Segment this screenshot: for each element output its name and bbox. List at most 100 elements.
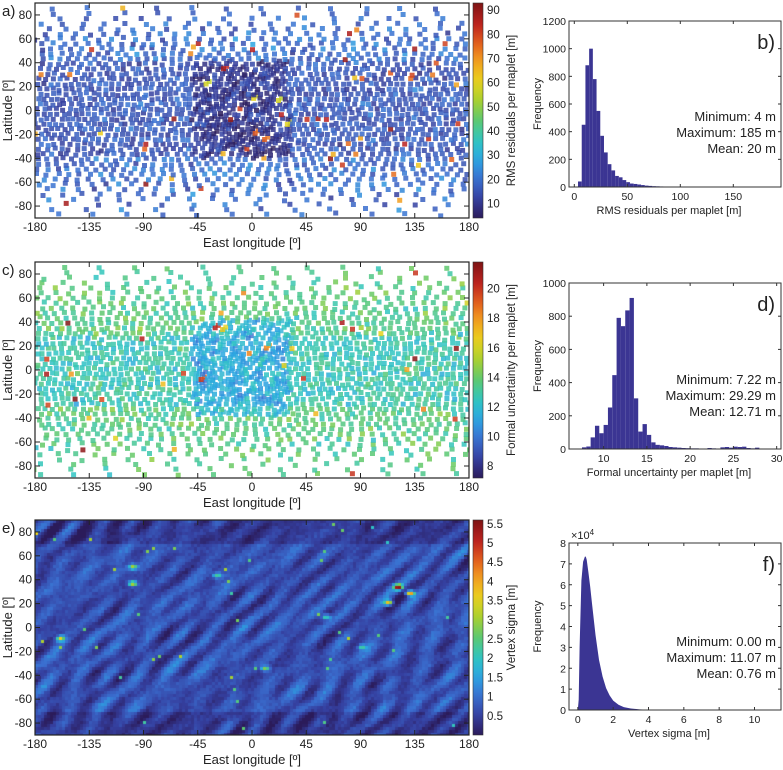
maplet-marker bbox=[106, 371, 112, 377]
maplet-marker bbox=[214, 151, 220, 157]
maplet-marker bbox=[376, 192, 382, 197]
maplet-marker bbox=[352, 166, 358, 172]
maplet-marker bbox=[203, 70, 209, 76]
maplet-marker bbox=[211, 144, 217, 150]
maplet-marker bbox=[217, 411, 223, 417]
maplet-marker bbox=[220, 318, 226, 324]
maplet-marker bbox=[98, 366, 104, 372]
maplet-marker bbox=[288, 96, 294, 102]
maplet-marker bbox=[271, 70, 276, 76]
maplet-marker bbox=[70, 295, 76, 301]
maplet-marker bbox=[150, 26, 156, 32]
maplet-marker bbox=[274, 66, 280, 72]
maplet-marker bbox=[437, 120, 443, 126]
maplet-marker bbox=[382, 101, 388, 107]
maplet-marker bbox=[390, 161, 396, 167]
maplet-marker bbox=[46, 66, 52, 72]
maplet-marker bbox=[331, 137, 337, 143]
maplet-marker bbox=[259, 59, 265, 65]
maplet-marker bbox=[188, 51, 194, 57]
maplet-marker bbox=[459, 86, 465, 92]
maplet-marker bbox=[130, 112, 135, 118]
maplet-marker bbox=[286, 275, 292, 281]
histogram-bar bbox=[724, 447, 730, 449]
maplet-marker bbox=[426, 91, 432, 97]
maplet-marker bbox=[357, 376, 363, 382]
maplet-marker bbox=[226, 391, 232, 397]
maplet-marker bbox=[208, 41, 214, 47]
maplet-marker bbox=[448, 188, 454, 194]
maplet-marker bbox=[146, 356, 152, 362]
maplet-marker bbox=[136, 61, 142, 67]
maplet-marker bbox=[164, 26, 170, 32]
maplet-marker bbox=[430, 72, 436, 78]
maplet-marker bbox=[407, 181, 413, 187]
maplet-marker bbox=[245, 81, 251, 87]
maplet-marker bbox=[422, 401, 428, 407]
maplet-marker bbox=[161, 47, 166, 53]
maplet-marker bbox=[125, 310, 130, 316]
maplet-marker bbox=[273, 136, 279, 141]
maplet-marker bbox=[217, 396, 223, 402]
maplet-marker bbox=[116, 181, 122, 187]
maplet-marker bbox=[209, 93, 215, 99]
maplet-marker bbox=[404, 311, 410, 317]
x-tick-label: 0 bbox=[249, 737, 256, 751]
maplet-marker bbox=[206, 66, 212, 72]
maplet-marker bbox=[145, 135, 151, 141]
maplet-marker bbox=[304, 116, 310, 122]
maplet-marker bbox=[289, 441, 295, 447]
maplet-marker bbox=[162, 41, 168, 47]
maplet-marker bbox=[186, 91, 192, 97]
maplet-marker bbox=[433, 91, 438, 97]
maplet-marker bbox=[288, 360, 294, 366]
maplet-marker bbox=[350, 146, 356, 152]
maplet-marker bbox=[161, 171, 166, 177]
maplet-marker bbox=[292, 157, 298, 162]
maplet-marker bbox=[390, 67, 396, 73]
maplet-marker bbox=[185, 156, 191, 162]
maplet-marker bbox=[97, 71, 103, 77]
maplet-marker bbox=[173, 130, 179, 136]
maplet-marker bbox=[152, 130, 158, 136]
maplet-marker bbox=[429, 340, 435, 346]
histogram-bar bbox=[648, 185, 653, 187]
maplet-marker bbox=[429, 51, 435, 57]
maplet-marker bbox=[374, 106, 380, 112]
maplet-marker bbox=[65, 391, 71, 397]
axes-frame bbox=[568, 282, 782, 450]
maplet-marker bbox=[337, 142, 343, 148]
maplet-marker bbox=[366, 326, 372, 332]
maplet-marker bbox=[189, 336, 195, 342]
maplet-marker bbox=[114, 117, 120, 123]
maplet-marker bbox=[124, 435, 130, 441]
maplet-marker bbox=[215, 79, 221, 85]
maplet-marker bbox=[402, 71, 407, 76]
maplet-marker bbox=[349, 320, 355, 326]
maplet-marker bbox=[277, 421, 282, 427]
maplet-marker bbox=[120, 34, 126, 40]
maplet-marker bbox=[425, 115, 431, 121]
maplet-marker bbox=[111, 450, 117, 456]
maplet-marker bbox=[232, 64, 238, 70]
maplet-marker bbox=[394, 62, 400, 68]
maplet-marker bbox=[84, 392, 90, 398]
maplet-marker bbox=[156, 411, 162, 417]
maplet-marker bbox=[96, 40, 102, 46]
maplet-marker bbox=[416, 380, 421, 386]
maplet-marker bbox=[203, 383, 209, 389]
maplet-marker bbox=[405, 112, 411, 117]
maplet-marker bbox=[112, 100, 118, 106]
maplet-marker bbox=[420, 326, 426, 332]
maplet-marker bbox=[229, 31, 235, 37]
maplet-marker bbox=[116, 105, 122, 111]
maplet-marker bbox=[147, 384, 153, 390]
maplet-marker bbox=[439, 371, 445, 377]
maplet-marker bbox=[284, 321, 290, 327]
maplet-marker bbox=[303, 314, 309, 320]
maplet-marker bbox=[78, 390, 84, 396]
maplet-marker bbox=[144, 56, 150, 62]
maplet-marker bbox=[445, 376, 451, 382]
maplet-marker bbox=[83, 16, 89, 22]
maplet-marker bbox=[274, 359, 280, 365]
